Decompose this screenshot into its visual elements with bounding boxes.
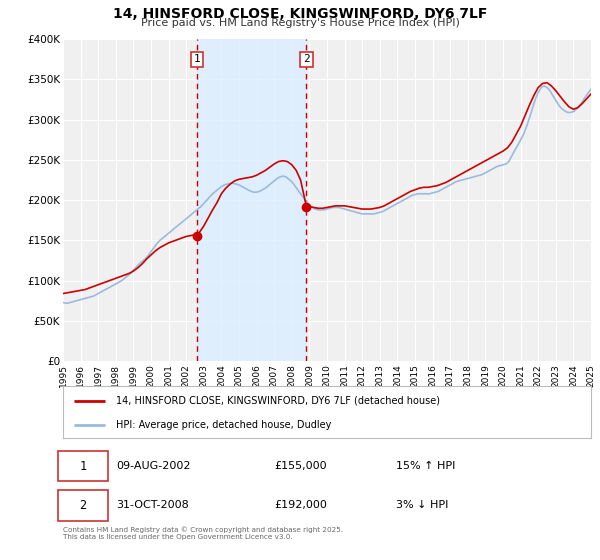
Text: 15% ↑ HPI: 15% ↑ HPI <box>395 461 455 471</box>
Text: 31-OCT-2008: 31-OCT-2008 <box>116 501 188 510</box>
Text: 14, HINSFORD CLOSE, KINGSWINFORD, DY6 7LF: 14, HINSFORD CLOSE, KINGSWINFORD, DY6 7L… <box>113 7 487 21</box>
Text: 1: 1 <box>193 54 200 64</box>
Bar <box>197 39 307 361</box>
Text: HPI: Average price, detached house, Dudley: HPI: Average price, detached house, Dudl… <box>116 420 331 430</box>
Text: 3% ↓ HPI: 3% ↓ HPI <box>395 501 448 510</box>
FancyBboxPatch shape <box>58 490 108 521</box>
Text: 14, HINSFORD CLOSE, KINGSWINFORD, DY6 7LF (detached house): 14, HINSFORD CLOSE, KINGSWINFORD, DY6 7L… <box>116 396 440 406</box>
Text: Price paid vs. HM Land Registry's House Price Index (HPI): Price paid vs. HM Land Registry's House … <box>140 18 460 28</box>
Text: 09-AUG-2002: 09-AUG-2002 <box>116 461 190 471</box>
Text: £192,000: £192,000 <box>274 501 327 510</box>
Text: £155,000: £155,000 <box>274 461 327 471</box>
Text: Contains HM Land Registry data © Crown copyright and database right 2025.
This d: Contains HM Land Registry data © Crown c… <box>63 526 343 540</box>
Text: 2: 2 <box>79 499 86 512</box>
Text: 2: 2 <box>303 54 310 64</box>
FancyBboxPatch shape <box>58 451 108 482</box>
Text: 1: 1 <box>79 460 86 473</box>
